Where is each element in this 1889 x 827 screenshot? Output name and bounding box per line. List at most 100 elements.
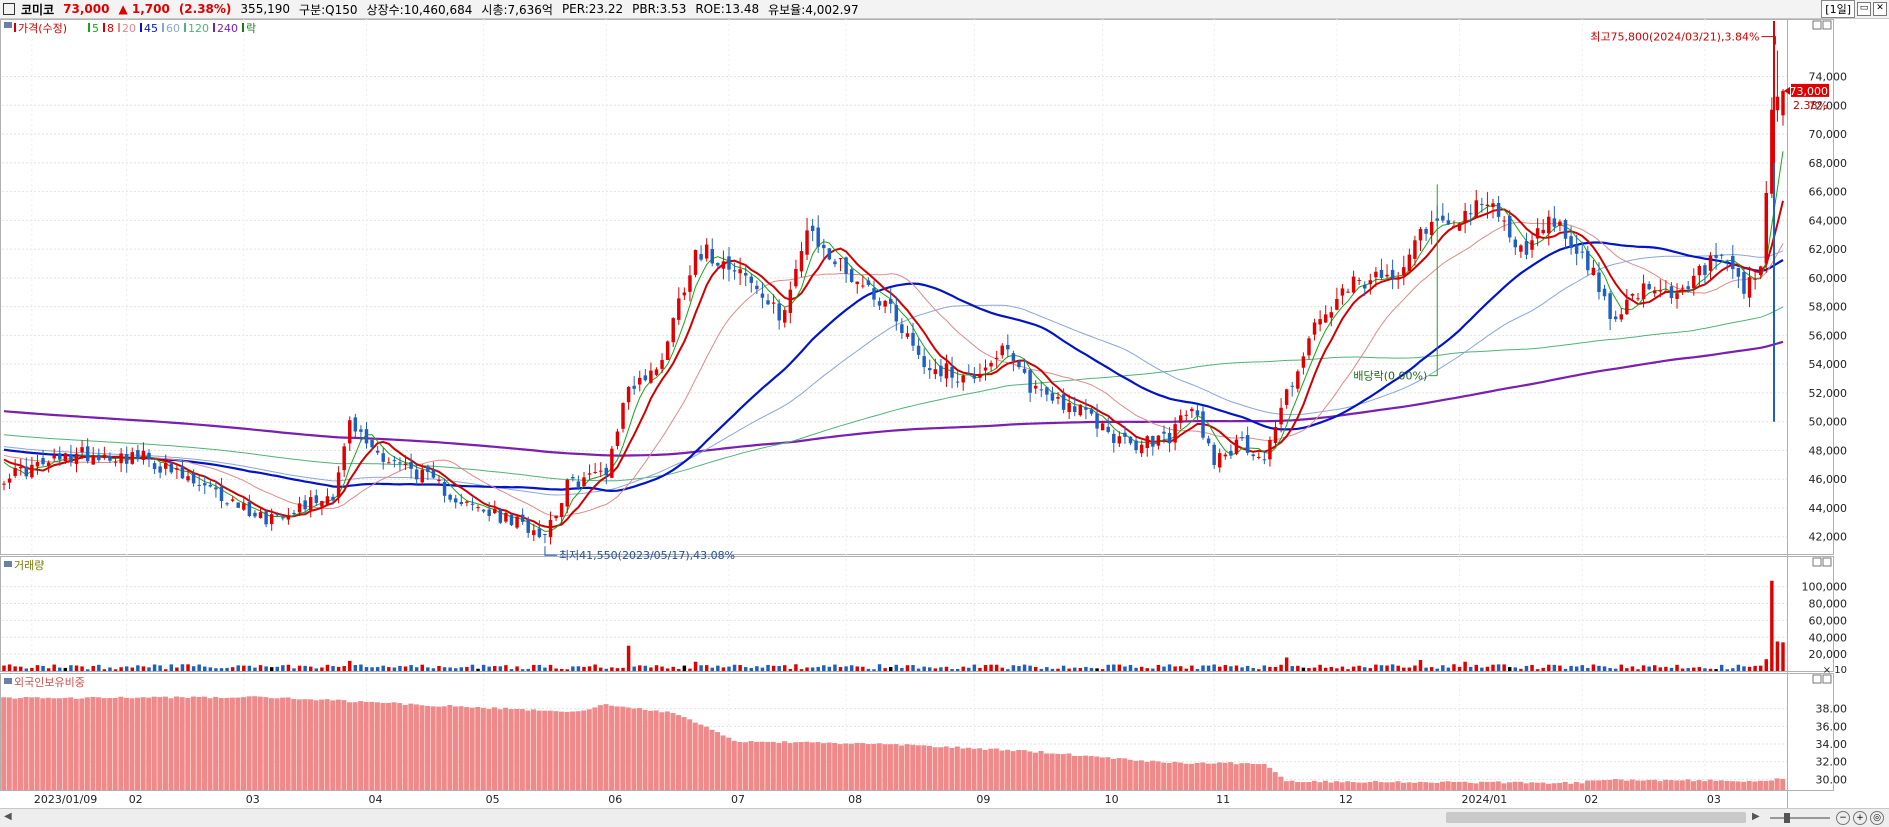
volume-bar: [833, 664, 837, 671]
volume-bar: [1708, 668, 1713, 671]
candle-body: [1463, 210, 1467, 224]
candle-body: [565, 479, 569, 507]
zoom-reset-icon[interactable]: ◎: [1870, 811, 1884, 825]
candle-body: [453, 498, 458, 503]
candle-body: [554, 515, 558, 519]
volume-bar: [1619, 664, 1624, 671]
foreign-bar: [56, 698, 62, 790]
volume-bar: [1139, 666, 1144, 671]
volume-bar: [85, 669, 90, 671]
foreign-bar: [921, 745, 927, 790]
foreign-bar: [425, 705, 431, 790]
chart-scrollbar[interactable]: ◀ ▶ − + ◎: [0, 808, 1889, 827]
foreign-bar: [1216, 762, 1222, 790]
candle-body: [1379, 269, 1384, 278]
volume-bar: [476, 668, 480, 671]
foreign-bar: [1400, 782, 1407, 790]
foreign-bar: [330, 700, 336, 790]
candle-body: [849, 269, 854, 282]
timeframe-selector[interactable]: [1일]: [1821, 0, 1855, 18]
volume-bar: [626, 645, 631, 671]
foreign-bar: [837, 744, 843, 790]
volume-bar: [1100, 669, 1105, 671]
candle-body: [1323, 314, 1328, 323]
foreign-bar: [1529, 782, 1535, 790]
foreign-bar: [1038, 750, 1044, 790]
candle-body: [1061, 394, 1066, 410]
volume-bar: [1625, 668, 1629, 671]
candle-body: [292, 512, 296, 515]
foreign-bar: [514, 708, 520, 790]
legend-ex: 락: [246, 22, 256, 35]
zoom-slider[interactable]: [1770, 813, 1830, 823]
foreign-bar: [848, 743, 854, 790]
foreign-bar: [391, 702, 397, 790]
restore-icon[interactable]: ▭: [1857, 2, 1871, 16]
foreign-bar: [1255, 764, 1262, 790]
volume-bar: [654, 665, 659, 671]
candle-body: [487, 509, 491, 516]
candle-body: [2, 483, 6, 485]
foreign-bar: [1557, 782, 1563, 790]
volume-bar: [526, 668, 530, 671]
candle-body: [939, 365, 943, 377]
panel-toggle-icon[interactable]: [3, 3, 15, 15]
candle-body: [1178, 415, 1183, 423]
close-icon[interactable]: ✕: [1873, 2, 1887, 16]
volume-bar: [1613, 668, 1618, 671]
foreign-tick-label: 32.00: [1816, 756, 1848, 769]
zoom-in-icon[interactable]: +: [1853, 811, 1867, 825]
volume-bar: [387, 667, 391, 671]
candle-body: [1335, 298, 1339, 310]
stock-chart[interactable]: 42,000 44,000 46,000 48,000 50,000 52,000 54,0…: [0, 19, 1889, 808]
scroll-thumb[interactable]: [1446, 812, 1746, 823]
volume-bar: [1245, 665, 1250, 671]
candle-body: [1067, 402, 1071, 413]
volume-bar: [414, 667, 419, 671]
candle-body: [1753, 278, 1757, 280]
price-tick-label: 56,000: [1809, 329, 1848, 342]
foreign-bar: [832, 742, 838, 790]
foreign-bar: [876, 743, 882, 790]
candle-body: [665, 341, 670, 360]
candle-body: [342, 446, 346, 471]
volume-bar: [1675, 664, 1679, 671]
volume-bar: [1134, 667, 1138, 671]
candle-body: [1100, 423, 1105, 431]
volume-bar: [671, 666, 675, 671]
candle-body: [604, 467, 609, 476]
volume-bar: [370, 667, 374, 671]
x-tick-label: 02: [129, 793, 143, 806]
candle-body: [152, 463, 157, 470]
candle-body: [944, 363, 949, 379]
volume-bar: [900, 667, 904, 671]
candle-body: [364, 429, 369, 444]
foreign-bar: [659, 712, 665, 790]
foreign-tick-label: 30.00: [1816, 773, 1848, 786]
foreign-bar: [1356, 782, 1362, 790]
legend-price: 가격(수정): [18, 22, 67, 35]
foreign-bar: [949, 747, 955, 790]
volume-bar: [1491, 664, 1495, 671]
foreign-tick-label: 34.00: [1816, 738, 1848, 751]
zoom-slider-knob[interactable]: [1784, 813, 1790, 823]
volume-bar: [1268, 666, 1272, 671]
volume-bar: [716, 665, 720, 671]
foreign-bar: [1696, 779, 1702, 790]
candle-body: [498, 510, 503, 523]
foreign-bar: [843, 743, 849, 790]
stock-info-bar: 코미코 73,000 ▲ 1,700 (2.38%) 355,190 구분:Q1…: [0, 0, 1889, 19]
foreign-bar: [709, 729, 715, 790]
foreign-bar: [1105, 757, 1111, 790]
scroll-left-icon[interactable]: ◀: [4, 811, 12, 822]
scroll-right-icon[interactable]: ▶: [1752, 811, 1760, 822]
candle-body: [269, 514, 274, 525]
foreign-bar: [1345, 781, 1351, 790]
candle-body: [872, 288, 876, 300]
foreign-bar: [1267, 767, 1273, 790]
foreign-bar: [1295, 782, 1301, 790]
candle-body: [1574, 245, 1579, 254]
zoom-out-icon[interactable]: −: [1836, 811, 1850, 825]
foreign-bar: [1707, 779, 1713, 790]
foreign-bar: [1278, 776, 1284, 790]
